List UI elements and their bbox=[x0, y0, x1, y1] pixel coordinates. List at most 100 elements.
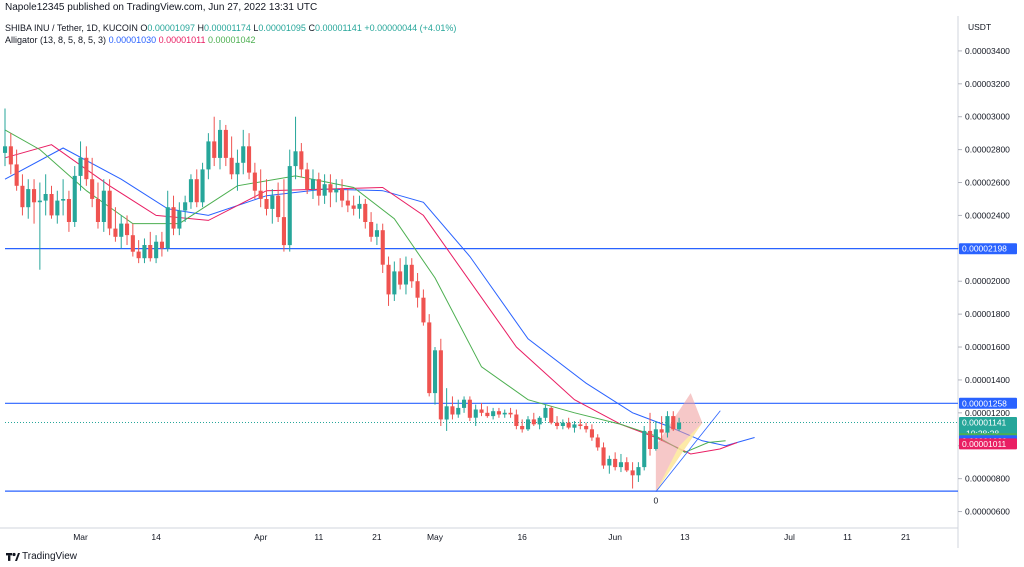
candle-body bbox=[369, 222, 374, 237]
candle-body bbox=[287, 166, 292, 246]
candle-body bbox=[555, 422, 560, 426]
tradingview-logo-icon bbox=[6, 552, 20, 561]
candle-body bbox=[508, 412, 513, 415]
alligator-jaw-line bbox=[4, 147, 755, 447]
candle-body bbox=[310, 179, 315, 190]
publish-text: Napole12345 published on TradingView.com… bbox=[5, 2, 318, 13]
price-tag-label: 0.00002198 bbox=[962, 244, 1007, 254]
candle-body bbox=[642, 430, 647, 468]
candle-body bbox=[241, 146, 246, 163]
price-tag-label: 0.00001258 bbox=[962, 398, 1007, 408]
y-tick-label: 0.00001200 bbox=[965, 408, 1010, 418]
candle-body bbox=[171, 207, 176, 229]
candle-body bbox=[20, 185, 25, 208]
candle-body bbox=[78, 157, 83, 176]
candle-body bbox=[130, 235, 135, 252]
candle-body bbox=[479, 409, 484, 413]
candle-body bbox=[235, 162, 240, 175]
x-tick-label: 14 bbox=[151, 532, 161, 542]
candle-body bbox=[119, 223, 124, 237]
candle-body bbox=[101, 190, 106, 222]
candle-body bbox=[49, 194, 54, 216]
candle-body bbox=[473, 409, 478, 418]
y-tick-label: 0.00003000 bbox=[965, 112, 1010, 122]
candle-body bbox=[549, 407, 554, 423]
y-tick-label: 0.00001800 bbox=[965, 309, 1010, 319]
candle-body bbox=[177, 210, 182, 229]
candle-body bbox=[659, 429, 664, 433]
candle-body bbox=[26, 189, 31, 208]
y-tick-label: 0.00003200 bbox=[965, 79, 1010, 89]
x-tick-label: Jun bbox=[608, 532, 622, 542]
candle-body bbox=[165, 207, 170, 249]
candle-body bbox=[520, 426, 525, 430]
candle-body bbox=[578, 424, 583, 426]
x-tick-label: 11 bbox=[843, 532, 852, 542]
candle-body bbox=[537, 417, 542, 425]
candle-body bbox=[433, 350, 438, 394]
price-tag bbox=[959, 243, 1017, 255]
tradingview-brand: TradingView bbox=[22, 551, 78, 562]
candle-body bbox=[183, 202, 188, 211]
candle-body bbox=[618, 462, 623, 468]
candle-body bbox=[462, 399, 467, 408]
y-tick-label: 0.00001400 bbox=[965, 375, 1010, 385]
candle-body bbox=[212, 141, 217, 158]
candle-body bbox=[188, 179, 193, 203]
symbol-legend: SHIBA INU / Tether, 1D, KUCOIN O0.000010… bbox=[5, 23, 456, 33]
candle-body bbox=[252, 172, 257, 191]
candle-body bbox=[456, 407, 461, 415]
candle-body bbox=[630, 470, 635, 476]
candle-body bbox=[409, 264, 414, 282]
y-tick-label: 0.00002000 bbox=[965, 276, 1010, 286]
candle-body bbox=[601, 447, 606, 466]
candle-body bbox=[32, 189, 37, 203]
candle-body bbox=[270, 195, 275, 209]
candle-body bbox=[72, 175, 77, 222]
candle-body bbox=[363, 203, 368, 222]
candle-body bbox=[113, 228, 118, 237]
candle-body bbox=[560, 422, 565, 426]
x-tick-label: Apr bbox=[254, 532, 267, 542]
candle-body bbox=[444, 406, 449, 420]
alligator-lips-line bbox=[4, 129, 726, 453]
candle-body bbox=[154, 241, 159, 259]
candle-body bbox=[467, 399, 472, 418]
candle-body bbox=[450, 406, 455, 415]
x-tick-label: May bbox=[427, 532, 444, 542]
candle-body bbox=[43, 194, 48, 201]
candle-body bbox=[374, 230, 379, 237]
pattern-annotation-label: 0 bbox=[653, 495, 658, 505]
candle-body bbox=[589, 429, 594, 438]
candle-body bbox=[305, 169, 310, 190]
alligator-legend: Alligator (13, 8, 5, 8, 5, 3) 0.00001030… bbox=[5, 35, 256, 45]
x-tick-label: 16 bbox=[517, 532, 527, 542]
candle-body bbox=[264, 199, 269, 209]
candle-body bbox=[3, 146, 8, 153]
candle-body bbox=[636, 467, 641, 476]
candle-body bbox=[218, 129, 223, 158]
price-tag bbox=[959, 397, 1017, 409]
candle-body bbox=[8, 146, 13, 165]
candle-body bbox=[345, 200, 350, 206]
candle-body bbox=[677, 422, 682, 430]
candle-body bbox=[322, 184, 327, 196]
candle-body bbox=[148, 245, 153, 259]
candle-body bbox=[90, 179, 95, 199]
candle-body bbox=[334, 189, 339, 193]
rising-channel-upper-fill bbox=[655, 393, 703, 492]
candle-body bbox=[403, 264, 408, 285]
price-tag-label: 0.00001141 bbox=[962, 418, 1007, 428]
candle-body bbox=[159, 241, 164, 249]
candle-body bbox=[491, 411, 496, 417]
candle-body bbox=[392, 271, 397, 295]
candle-body bbox=[485, 412, 490, 417]
candle-body bbox=[438, 350, 443, 420]
candle-body bbox=[293, 151, 298, 167]
alligator-teeth-line bbox=[4, 144, 738, 455]
candle-body bbox=[316, 179, 321, 196]
candle-body bbox=[229, 157, 234, 175]
candle-body bbox=[61, 199, 66, 201]
